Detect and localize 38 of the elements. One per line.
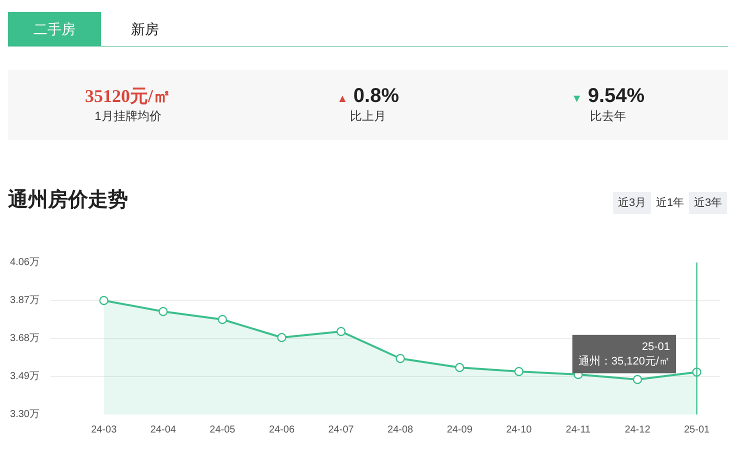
x-tick-label: 24-09	[446, 424, 473, 436]
text: 近3年	[689, 192, 727, 214]
text: 比上月	[349, 108, 387, 125]
y-tick-label: 3.30万	[10, 409, 40, 420]
text: 比去年	[589, 108, 627, 125]
point	[336, 326, 346, 336]
text: 近3月	[613, 192, 651, 214]
x-tick-label: 25-01	[684, 424, 710, 436]
y-tick-label: 3.87万	[10, 295, 40, 306]
text: 近1年	[652, 192, 688, 214]
text: ▲ 0.8%	[336, 85, 400, 107]
y-tick-label: 4.06万	[10, 257, 40, 268]
text: 35120元/㎡	[84, 85, 172, 108]
point	[396, 354, 405, 364]
x-tick-label: 24-08	[388, 424, 414, 436]
x-tick-label: 24-07	[328, 424, 354, 436]
point	[455, 362, 464, 372]
text: 1月挂牌均价	[94, 108, 162, 125]
point	[99, 296, 108, 306]
point	[158, 306, 168, 316]
point	[218, 314, 228, 324]
text: 二手房	[8, 12, 101, 46]
x-tick-label: 24-06	[268, 424, 295, 436]
y-tick-label: 3.68万	[10, 333, 40, 344]
point	[514, 366, 524, 376]
x-tick-label: 24-03	[91, 424, 118, 436]
x-tick-label: 24-10	[506, 424, 532, 436]
text: 新房	[130, 20, 160, 39]
annotation: 25-01 通州：35,120元/㎡	[578, 340, 670, 368]
point	[632, 374, 642, 384]
text: ▼ 9.54%	[571, 85, 645, 107]
point	[277, 332, 286, 342]
chart-title: 通州房价走势	[8, 188, 128, 213]
x-tick-label: 24-04	[150, 424, 176, 436]
x-tick-label: 24-05	[210, 424, 236, 436]
y-tick-label: 3.49万	[10, 371, 40, 382]
x-tick-label: 24-12	[624, 424, 651, 436]
x-tick-label: 24-11	[566, 424, 592, 436]
